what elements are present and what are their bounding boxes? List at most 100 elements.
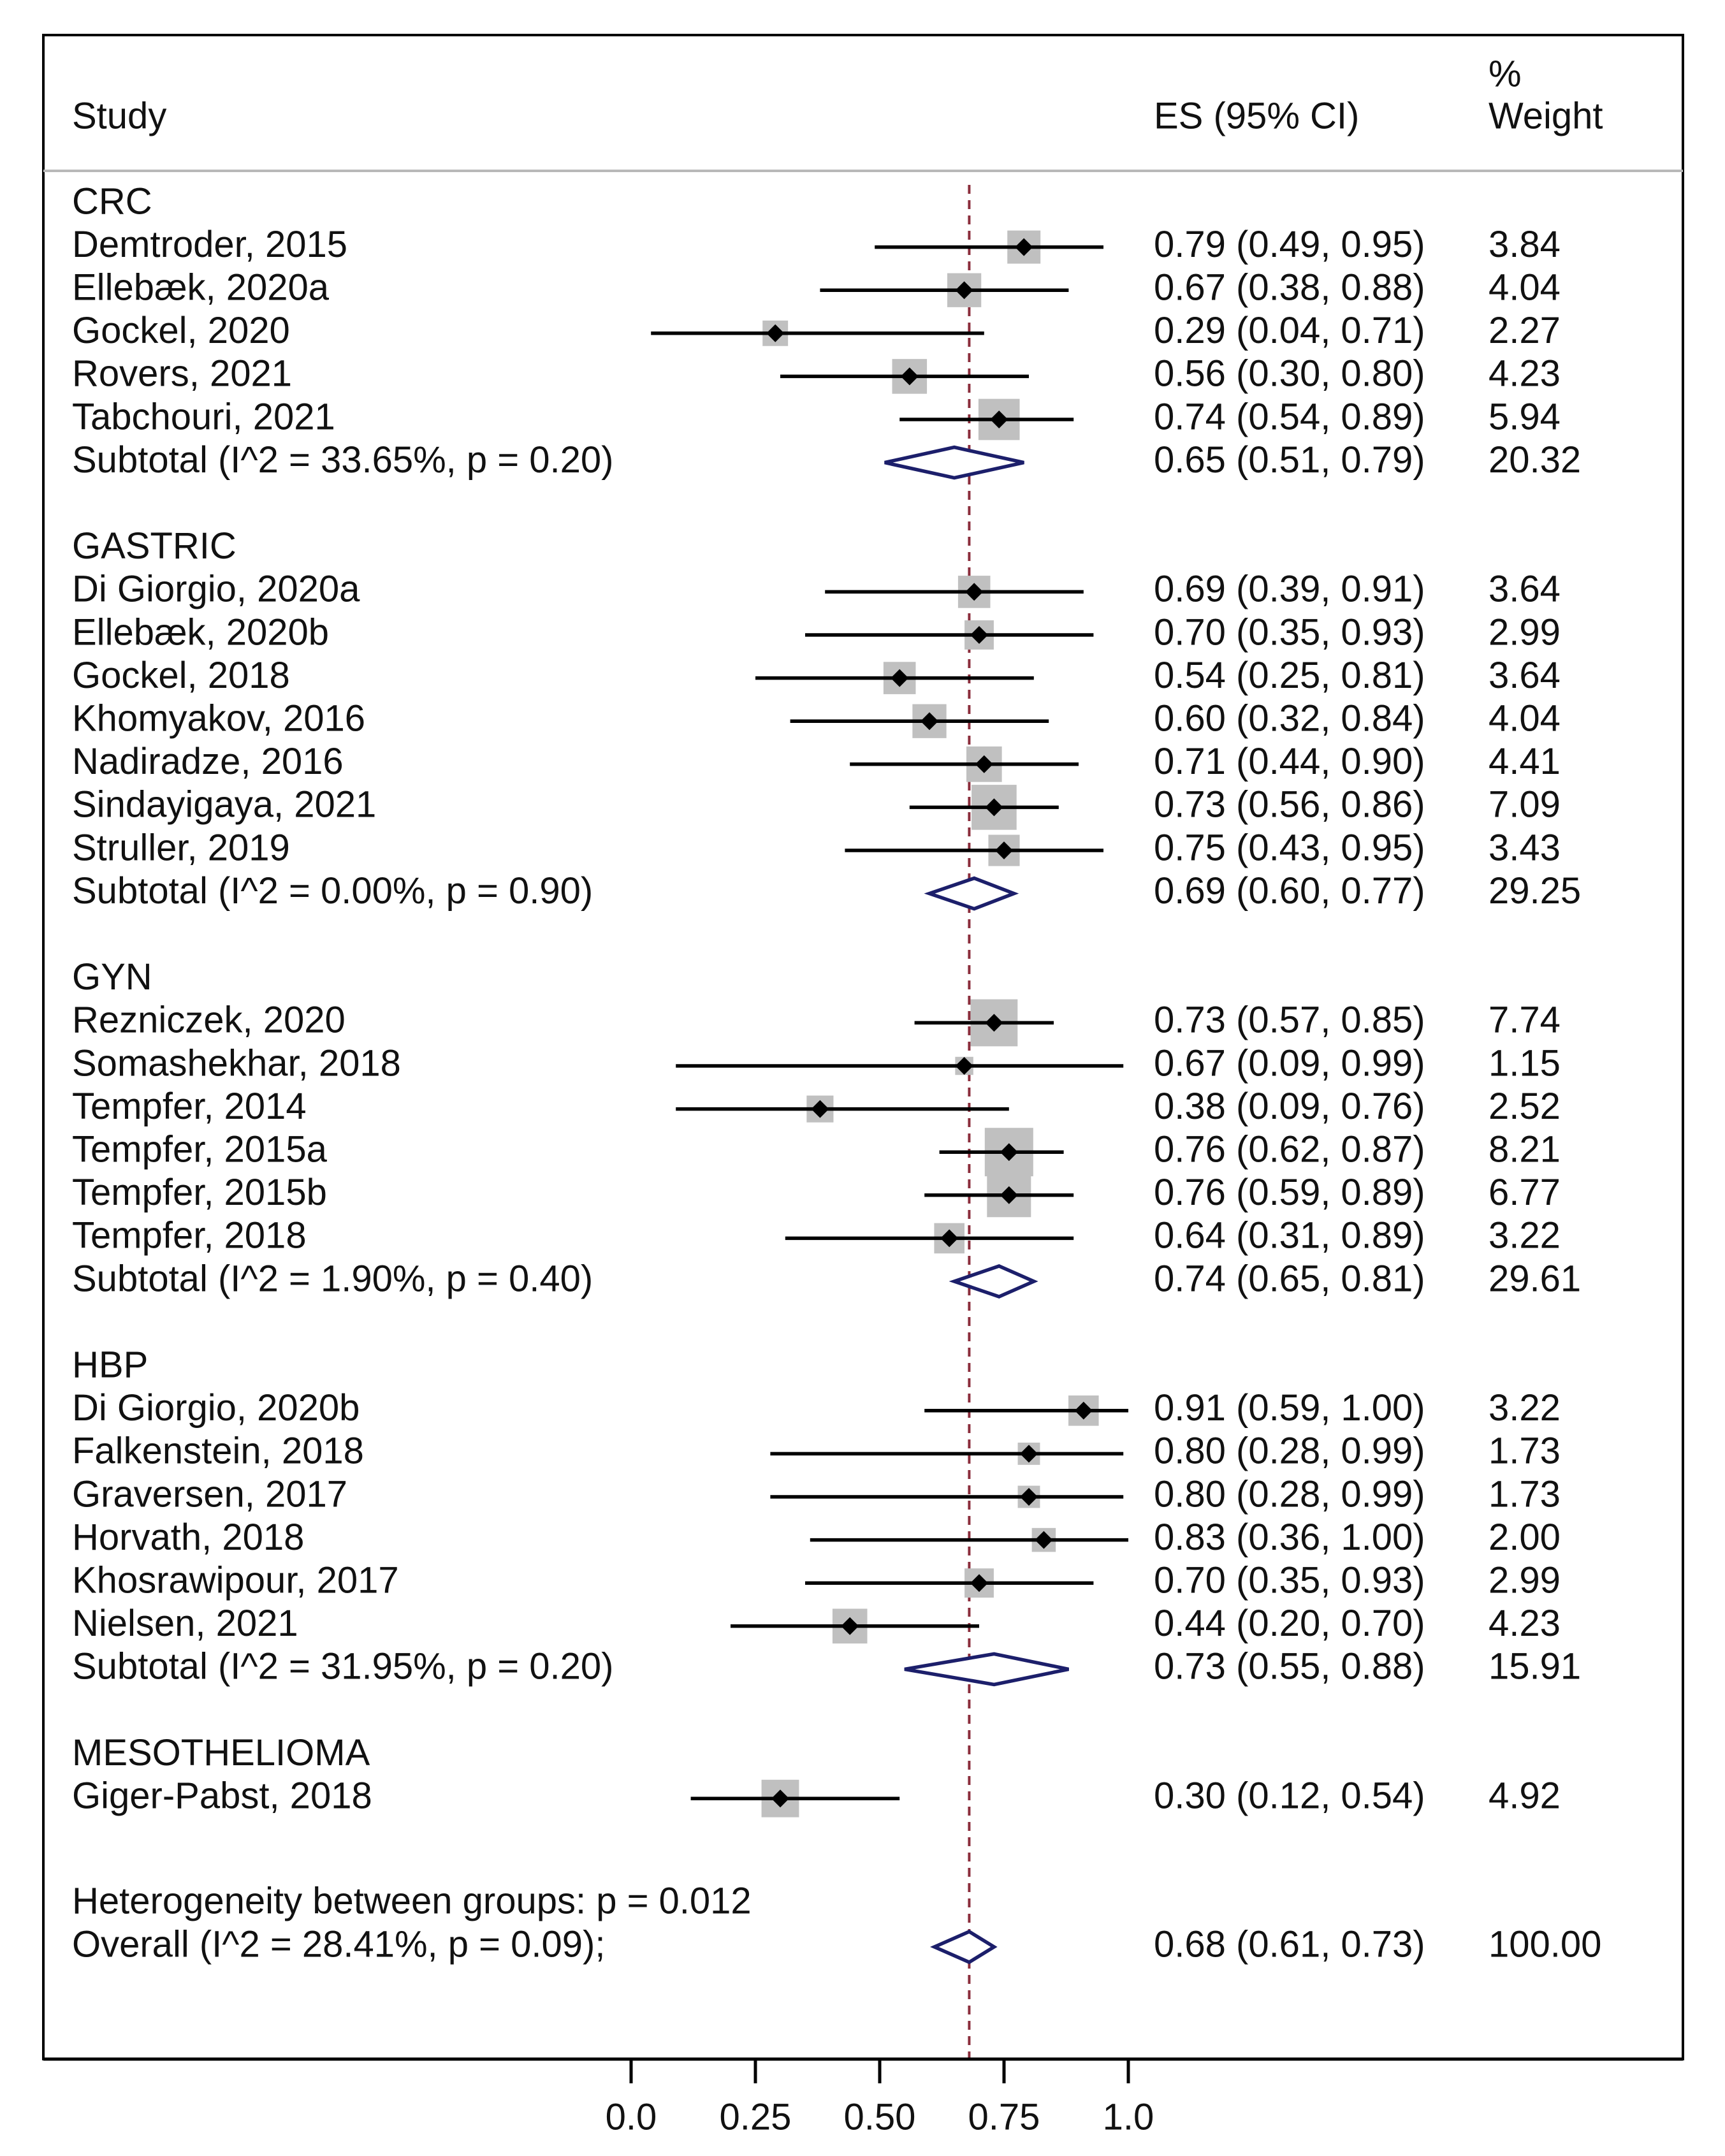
study-es-ci: 0.38 (0.09, 0.76) [1154,1086,1425,1127]
study-weight: 2.52 [1488,1086,1561,1127]
point-estimate-marker [995,841,1013,859]
point-estimate-marker [1000,1143,1018,1162]
study-label: Di Giorgio, 2020a [72,569,360,610]
x-axis-tick-label: 0.50 [844,2096,916,2138]
study-label: Di Giorgio, 2020b [72,1387,360,1429]
study-weight: 3.43 [1488,827,1561,868]
point-estimate-marker [970,1574,988,1592]
study-label: Khomyakov, 2016 [72,698,365,739]
point-estimate-marker [1015,238,1033,256]
group-label: GYN [72,956,152,998]
point-estimate-marker [955,281,973,300]
study-es-ci: 0.76 (0.62, 0.87) [1154,1129,1425,1170]
header-study: Study [72,95,166,136]
x-axis-tick-label: 0.0 [606,2096,657,2138]
group-label: GASTRIC [72,525,237,567]
study-label: Horvath, 2018 [72,1517,304,1558]
point-estimate-marker [921,712,938,731]
study-es-ci: 0.80 (0.28, 0.99) [1154,1431,1425,1472]
point-estimate-marker [1020,1445,1038,1463]
header-weight: Weight [1488,95,1603,136]
study-weight: 3.64 [1488,655,1561,696]
subtotal-es-ci: 0.73 (0.55, 0.88) [1154,1646,1425,1687]
study-label: Gockel, 2018 [72,655,290,696]
header-weight-pct: % [1488,53,1522,94]
point-estimate-marker [771,1789,789,1808]
study-label: Tempfer, 2014 [72,1086,307,1127]
subtotal-label: Subtotal (I^2 = 0.00%, p = 0.90) [72,870,593,912]
study-es-ci: 0.69 (0.39, 0.91) [1154,569,1425,610]
study-weight: 2.27 [1488,310,1561,351]
study-es-ci: 0.56 (0.30, 0.80) [1154,353,1425,395]
study-label: Giger-Pabst, 2018 [72,1775,372,1817]
subtotal-diamond [949,1264,1038,1299]
subtotal-diamond [904,1652,1069,1687]
study-label: Tempfer, 2015b [72,1172,327,1213]
point-estimate-marker [965,583,984,601]
subtotal-label: Subtotal (I^2 = 1.90%, p = 0.40) [72,1258,593,1299]
study-label: Sindayigaya, 2021 [72,784,376,826]
x-axis-tick-label: 1.0 [1103,2096,1154,2138]
study-weight: 3.22 [1488,1215,1561,1256]
study-label: Gockel, 2020 [72,310,290,351]
study-label: Khosrawipour, 2017 [72,1560,399,1601]
study-es-ci: 0.79 (0.49, 0.95) [1154,224,1425,265]
point-estimate-marker [975,755,993,773]
subtotal-weight: 20.32 [1488,439,1581,481]
point-estimate-marker [1035,1531,1053,1549]
study-weight: 5.94 [1488,396,1561,437]
subtotal-es-ci: 0.74 (0.65, 0.81) [1154,1258,1425,1299]
study-es-ci: 0.67 (0.09, 0.99) [1154,1042,1425,1084]
study-weight: 2.99 [1488,1560,1561,1601]
study-weight: 2.99 [1488,611,1561,653]
group-label: MESOTHELIOMA [72,1732,370,1774]
study-weight: 3.22 [1488,1387,1561,1429]
overall-diamond [929,1929,998,1965]
study-weight: 8.21 [1488,1129,1561,1170]
study-weight: 6.77 [1488,1172,1561,1213]
point-estimate-marker [940,1229,959,1248]
overall-weight: 100.00 [1488,1923,1601,1965]
study-label: Nadiradze, 2016 [72,741,344,782]
subtotal-weight: 29.61 [1488,1258,1581,1299]
point-estimate-marker [1000,1186,1018,1204]
study-weight: 4.41 [1488,741,1561,782]
study-es-ci: 0.80 (0.28, 0.99) [1154,1473,1425,1515]
study-weight: 3.64 [1488,569,1561,610]
study-label: Somashekhar, 2018 [72,1042,401,1084]
subtotal-weight: 15.91 [1488,1646,1581,1687]
point-estimate-marker [841,1617,859,1635]
subtotal-diamond [924,876,1019,911]
study-label: Ellebæk, 2020a [72,267,330,309]
study-es-ci: 0.75 (0.43, 0.95) [1154,827,1425,868]
study-label: Ellebæk, 2020b [72,611,329,653]
point-estimate-marker [1074,1401,1093,1420]
point-estimate-marker [891,669,909,687]
point-estimate-marker [970,626,988,644]
study-weight: 1.73 [1488,1473,1561,1515]
subtotal-weight: 29.25 [1488,870,1581,912]
x-axis-tick-label: 0.75 [968,2096,1040,2138]
point-estimate-marker [811,1100,829,1118]
study-es-ci: 0.76 (0.59, 0.89) [1154,1172,1425,1213]
study-label: Nielsen, 2021 [72,1603,298,1644]
study-label: Tempfer, 2015a [72,1129,328,1170]
point-estimate-marker [985,798,1003,817]
study-es-ci: 0.70 (0.35, 0.93) [1154,611,1425,653]
subtotal-label: Subtotal (I^2 = 31.95%, p = 0.20) [72,1646,613,1687]
study-weight: 7.74 [1488,1000,1561,1041]
study-es-ci: 0.67 (0.38, 0.88) [1154,267,1425,309]
study-label: Tabchouri, 2021 [72,396,335,437]
study-es-ci: 0.54 (0.25, 0.81) [1154,655,1425,696]
point-estimate-marker [1020,1488,1038,1506]
study-weight: 4.23 [1488,1603,1561,1644]
study-es-ci: 0.44 (0.20, 0.70) [1154,1603,1425,1644]
study-es-ci: 0.64 (0.31, 0.89) [1154,1215,1425,1256]
point-estimate-marker [900,367,919,386]
study-es-ci: 0.91 (0.59, 1.00) [1154,1387,1425,1429]
study-weight: 4.23 [1488,353,1561,395]
point-estimate-marker [985,1014,1003,1032]
study-weight: 7.09 [1488,784,1561,826]
study-label: Tempfer, 2018 [72,1215,307,1256]
